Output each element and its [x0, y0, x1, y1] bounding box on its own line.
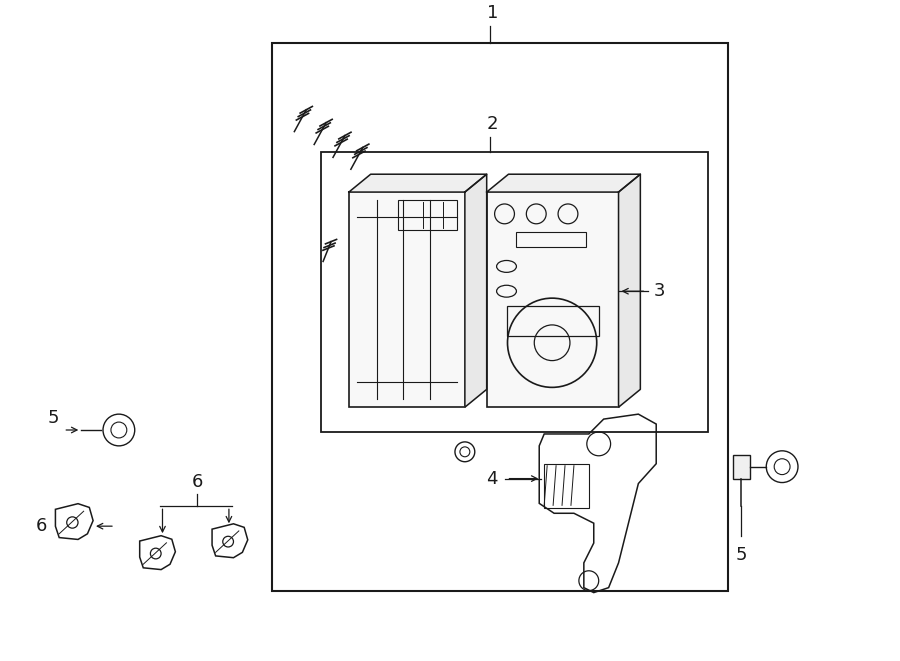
Polygon shape	[618, 175, 641, 407]
Polygon shape	[487, 175, 641, 192]
Text: 2: 2	[487, 114, 499, 133]
Bar	[272, 44, 727, 591]
Text: 3: 3	[653, 282, 665, 300]
Bar	[517, 232, 586, 247]
Bar	[349, 192, 465, 407]
Text: 6: 6	[192, 473, 202, 492]
Bar	[733, 455, 751, 479]
Text: 6: 6	[36, 517, 48, 535]
Polygon shape	[349, 175, 487, 192]
Polygon shape	[465, 175, 487, 407]
Text: 5: 5	[735, 546, 747, 564]
Bar	[487, 192, 618, 407]
Bar	[544, 464, 589, 508]
Bar	[321, 153, 707, 432]
Bar	[399, 200, 457, 230]
Bar	[507, 306, 598, 336]
Text: 5: 5	[48, 409, 59, 427]
Text: 4: 4	[486, 469, 498, 488]
Text: 1: 1	[487, 3, 499, 22]
